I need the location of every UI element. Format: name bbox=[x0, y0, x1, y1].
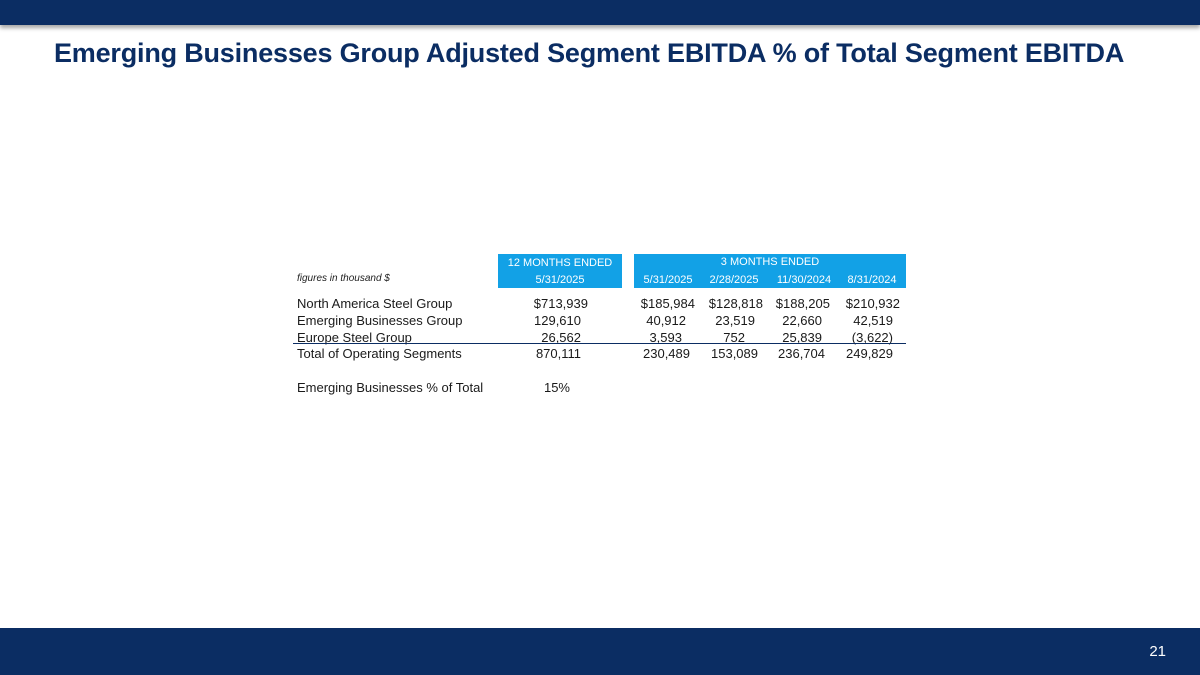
header-3-months-ended: 3 MONTHS ENDED bbox=[720, 256, 820, 268]
units-note: figures in thousand $ bbox=[297, 273, 390, 284]
row-label: North America Steel Group bbox=[297, 296, 453, 311]
page-number: 21 bbox=[1149, 643, 1166, 660]
column-header: 5/31/2025 bbox=[643, 274, 693, 286]
row-label: Emerging Businesses Group bbox=[297, 313, 463, 328]
header-3-months-box bbox=[634, 254, 906, 288]
column-header: 2/28/2025 bbox=[709, 274, 759, 286]
slide-title: Emerging Businesses Group Adjusted Segme… bbox=[54, 38, 1125, 68]
cell-value: 153,089 bbox=[711, 346, 758, 361]
cell-value: $185,984 bbox=[640, 296, 695, 311]
cell-value: 249,829 bbox=[846, 346, 893, 361]
cell-value: 129,610 bbox=[534, 313, 581, 328]
cell-value: 26,562 bbox=[541, 330, 581, 345]
cell-value: 870,111 bbox=[535, 346, 581, 361]
total-divider bbox=[293, 343, 906, 344]
row-label: Europe Steel Group bbox=[297, 330, 412, 345]
header-12-months-ended: 12 MONTHS ENDED bbox=[507, 257, 613, 269]
cell-value: (3,622) bbox=[851, 330, 893, 345]
cell-value: 25,839 bbox=[782, 330, 822, 345]
column-header: 5/31/2025 bbox=[535, 274, 585, 286]
cell-value: 23,519 bbox=[715, 313, 755, 328]
cell-value: $713,939 bbox=[533, 296, 588, 311]
cell-value: 40,912 bbox=[646, 313, 686, 328]
header-12-months-box bbox=[498, 254, 622, 288]
summary-label: Emerging Businesses % of Total bbox=[297, 380, 484, 395]
column-header: 8/31/2024 bbox=[847, 274, 897, 286]
row-label: Total of Operating Segments bbox=[297, 346, 462, 361]
top-banner bbox=[0, 0, 1200, 25]
footer-banner: 21 bbox=[0, 628, 1200, 675]
cell-value: 230,489 bbox=[643, 346, 690, 361]
summary-value: 15% bbox=[543, 380, 570, 395]
cell-value: 42,519 bbox=[853, 313, 893, 328]
cell-value: $188,205 bbox=[775, 296, 830, 311]
cell-value: $128,818 bbox=[708, 296, 763, 311]
column-header: 11/30/2024 bbox=[776, 274, 832, 286]
cell-value: $210,932 bbox=[845, 296, 900, 311]
cell-value: 3,593 bbox=[649, 330, 682, 345]
cell-value: 752 bbox=[723, 330, 745, 345]
cell-value: 236,704 bbox=[778, 346, 825, 361]
cell-value: 22,660 bbox=[782, 313, 822, 328]
